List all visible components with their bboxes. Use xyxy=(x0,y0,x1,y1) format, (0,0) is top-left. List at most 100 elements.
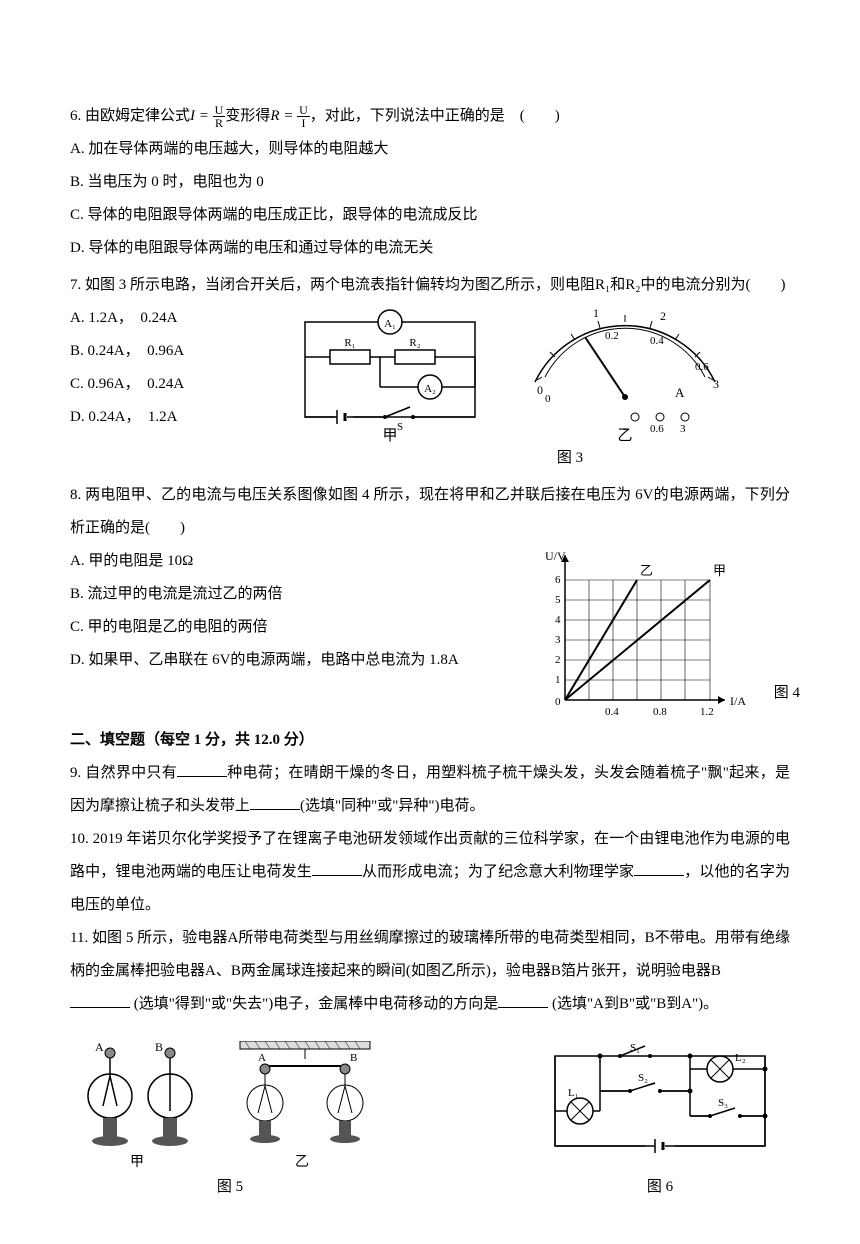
q6-text-c: ，对此，下列说法中正确的是 ( ) xyxy=(310,108,560,124)
svg-text:S: S xyxy=(397,421,403,433)
q7-opt-a: A. 1.2A， 0.24A xyxy=(70,302,230,335)
svg-text:3: 3 xyxy=(555,634,561,646)
q8-options: A. 甲的电阻是 10Ω B. 流过甲的电流是流过乙的两倍 C. 甲的电阻是乙的… xyxy=(70,545,500,677)
section-2-title: 二、填空题（每空 1 分，共 12.0 分） xyxy=(70,724,790,757)
svg-text:0: 0 xyxy=(555,696,561,708)
q6-options: A. 加在导体两端的电压越大，则导体的电阻越大 B. 当电压为 0 时，电阻也为… xyxy=(70,133,790,265)
q11-a: 11. 如图 5 所示，验电器A所带电荷类型与用丝绸摩擦过的玻璃棒所带的电荷类型… xyxy=(70,930,790,979)
circuit-diagram-icon: A₁ R₁ R₂ A₂ xyxy=(285,302,495,442)
q7-opt-b: B. 0.24A， 0.96A xyxy=(70,335,230,368)
svg-text:2: 2 xyxy=(660,309,666,323)
q8-stem: 8. 两电阻甲、乙的电流与电压关系图像如图 4 所示，现在将甲和乙并联后接在电压… xyxy=(70,479,790,545)
svg-text:乙: 乙 xyxy=(640,563,653,578)
blank xyxy=(634,861,684,876)
q6-eq1: I = xyxy=(190,108,213,124)
svg-text:0.4: 0.4 xyxy=(650,335,664,347)
svg-text:甲: 甲 xyxy=(713,563,726,578)
fig4-label: 图 4 xyxy=(774,677,800,710)
svg-text:6: 6 xyxy=(555,574,561,586)
svg-text:5: 5 xyxy=(555,594,561,606)
svg-text:0.6: 0.6 xyxy=(695,361,709,373)
svg-text:B: B xyxy=(350,1052,357,1064)
ammeter-icon: 0 0 1 0.2 2 0.4 3 0.6 A - 0.6 3 乙 xyxy=(515,302,735,442)
svg-text:4: 4 xyxy=(555,614,561,626)
blank xyxy=(250,795,300,810)
fig5-label: 图 5 xyxy=(70,1171,390,1204)
svg-text:0.4: 0.4 xyxy=(605,706,619,718)
svg-text:R₂: R₂ xyxy=(409,337,420,349)
svg-text:A: A xyxy=(95,1041,104,1054)
svg-text:A: A xyxy=(675,385,685,400)
q8-opt-a: A. 甲的电阻是 10Ω xyxy=(70,545,500,578)
svg-text:1: 1 xyxy=(593,306,599,320)
svg-text:0: 0 xyxy=(545,393,551,405)
blank xyxy=(498,993,548,1008)
q7-options: A. 1.2A， 0.24A B. 0.24A， 0.96A C. 0.96A，… xyxy=(70,302,230,434)
svg-text:0: 0 xyxy=(537,383,543,397)
svg-text:3: 3 xyxy=(713,377,719,391)
svg-text:0.8: 0.8 xyxy=(653,706,667,718)
q6-stem: 6. 由欧姆定律公式I = UR变形得R = UI，对此，下列说法中正确的是 (… xyxy=(70,100,790,133)
svg-text:甲: 甲 xyxy=(382,428,397,442)
svg-text:A₁: A₁ xyxy=(384,318,396,330)
q6-eq2: R = xyxy=(270,108,297,124)
q6-frac1: UR xyxy=(213,104,226,129)
question-8: 8. 两电阻甲、乙的电流与电压关系图像如图 4 所示，现在将甲和乙并联后接在电压… xyxy=(70,479,790,720)
svg-text:S₁: S₁ xyxy=(630,1042,640,1054)
svg-text:L₂: L₂ xyxy=(735,1052,746,1064)
svg-text:3: 3 xyxy=(680,423,686,435)
svg-text:1: 1 xyxy=(555,674,561,686)
q6-text-b: 变形得 xyxy=(225,108,270,124)
q8-opt-c: C. 甲的电阻是乙的电阻的两倍 xyxy=(70,611,500,644)
blank xyxy=(312,861,362,876)
question-6: 6. 由欧姆定律公式I = UR变形得R = UI，对此，下列说法中正确的是 (… xyxy=(70,100,790,265)
question-11b: (选填"得到"或"失去")电子，金属棒中电荷移动的方向是 (选填"A到B"或"B… xyxy=(70,988,790,1021)
svg-text:甲: 甲 xyxy=(130,1155,144,1170)
svg-text:乙: 乙 xyxy=(617,428,632,442)
question-7: 7. 如图 3 所示电路，当闭合开关后，两个电流表指针偏转均为图乙所示，则电阻R… xyxy=(70,269,790,475)
svg-text:R₁: R₁ xyxy=(344,337,355,349)
svg-text:A: A xyxy=(258,1052,266,1064)
figure-5: A B 甲 < xyxy=(70,1041,390,1204)
q6-opt-b: B. 当电压为 0 时，电阻也为 0 xyxy=(70,166,790,199)
svg-text:B: B xyxy=(155,1041,163,1054)
circuit-6-icon: S₁ L₂ S₂ S₃ xyxy=(530,1041,790,1171)
q10-b: 从而形成电流；为了纪念意大利物理学家 xyxy=(362,864,634,880)
q7-opt-d: D. 0.24A， 1.2A xyxy=(70,401,230,434)
q11-b: (选填"得到"或"失去")电子，金属棒中电荷移动的方向是 xyxy=(130,996,498,1012)
q6-opt-d: D. 导体的电阻跟导体两端的电压和通过导体的电流无关 xyxy=(70,232,790,265)
q7-opt-c: C. 0.96A， 0.24A xyxy=(70,368,230,401)
q9-a: 9. 自然界中只有 xyxy=(70,765,177,781)
question-10: 10. 2019 年诺贝尔化学奖授予了在锂离子电池研发领域作出贡献的三位科学家，… xyxy=(70,823,790,922)
q6-text-a: 6. 由欧姆定律公式 xyxy=(70,108,190,124)
q9-c: (选填"同种"或"异种")电荷。 xyxy=(300,798,484,814)
svg-text:I/A: I/A xyxy=(730,694,746,708)
svg-text:0.6: 0.6 xyxy=(650,423,664,435)
graph-icon: 乙 甲 U/V I/A 0 1 2 3 4 5 6 0.4 0.8 1.2 xyxy=(530,545,760,720)
q11-c: (选填"A到B"或"B到A")。 xyxy=(548,996,718,1012)
svg-text:1.2: 1.2 xyxy=(700,706,714,718)
question-11: 11. 如图 5 所示，验电器A所带电荷类型与用丝绸摩擦过的玻璃棒所带的电荷类型… xyxy=(70,922,790,988)
svg-text:乙: 乙 xyxy=(295,1154,309,1170)
svg-text:0.2: 0.2 xyxy=(605,330,619,342)
fig6-label: 图 6 xyxy=(530,1171,790,1204)
q6-opt-a: A. 加在导体两端的电压越大，则导体的电阻越大 xyxy=(70,133,790,166)
svg-text:U/V: U/V xyxy=(545,549,566,563)
fig3-label: 图 3 xyxy=(350,442,790,475)
svg-text:S₃: S₃ xyxy=(718,1097,728,1109)
svg-text:S₂: S₂ xyxy=(638,1072,648,1084)
electroscope-icon: A B 甲 < xyxy=(70,1041,390,1171)
figure-3: A₁ R₁ R₂ A₂ xyxy=(230,302,790,442)
svg-text:A₂: A₂ xyxy=(424,383,436,395)
q8-opt-d: D. 如果甲、乙串联在 6V的电源两端，电路中总电流为 1.8A xyxy=(70,644,500,677)
q6-frac2: UI xyxy=(297,104,310,129)
q7-stem: 7. 如图 3 所示电路，当闭合开关后，两个电流表指针偏转均为图乙所示，则电阻R… xyxy=(70,269,790,302)
svg-text:2: 2 xyxy=(555,654,561,666)
figure-6: S₁ L₂ S₂ S₃ xyxy=(530,1041,790,1204)
figure-4: 乙 甲 U/V I/A 0 1 2 3 4 5 6 0.4 0.8 1.2 图 … xyxy=(500,545,790,720)
svg-text:L₁: L₁ xyxy=(568,1087,579,1099)
q8-opt-b: B. 流过甲的电流是流过乙的两倍 xyxy=(70,578,500,611)
figures-row: A B 甲 < xyxy=(70,1041,790,1204)
q6-opt-c: C. 导体的电阻跟导体两端的电压成正比，跟导体的电流成反比 xyxy=(70,199,790,232)
blank xyxy=(177,762,227,777)
